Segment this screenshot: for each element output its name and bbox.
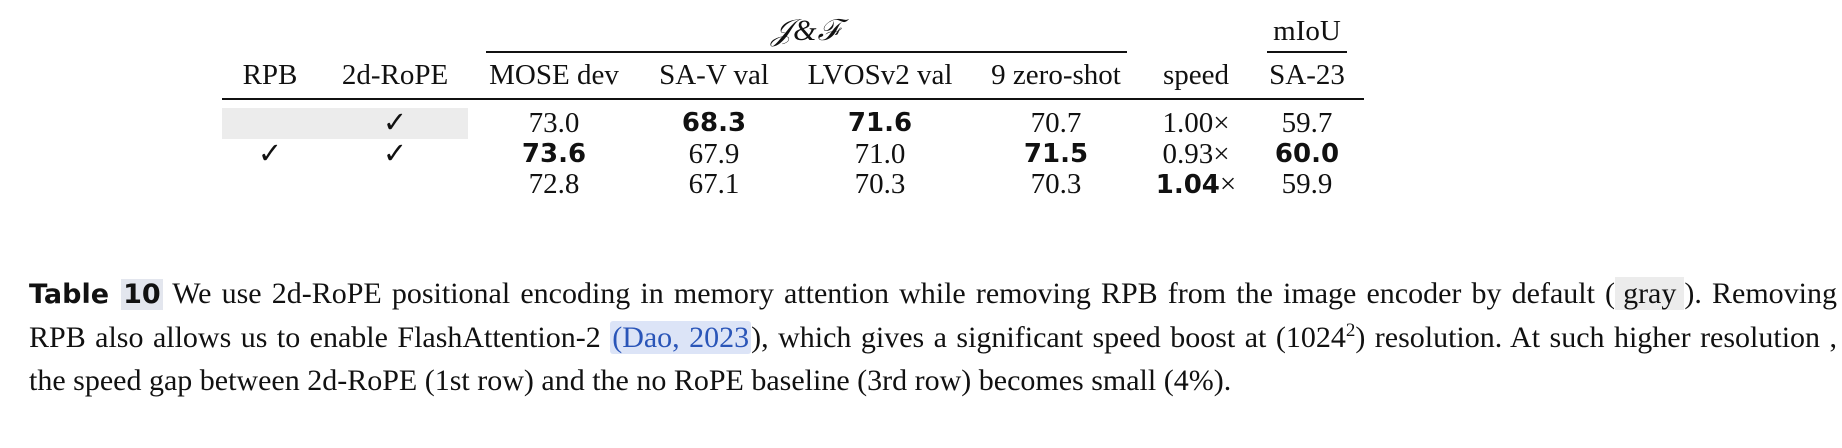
cell-sa-v-val: 67.1: [688, 168, 740, 200]
col-header-lvosv2-val: LVOSv2 val: [807, 59, 953, 91]
citation-open: (: [612, 321, 623, 354]
cell-mose-dev: 72.8: [528, 168, 580, 200]
group-rule-miou: [1267, 51, 1347, 53]
cell-rpb: ✓: [257, 138, 283, 170]
cell-2d-rope: ✓: [382, 138, 408, 170]
results-table: 𝒥&ℱ mIoU RPB 2d-RoPE MOSE dev SA-V val L…: [222, 14, 1364, 202]
cell-mose-dev: 73.0: [528, 107, 580, 139]
cell-mose-dev: 73.6: [521, 139, 587, 169]
speed-value: 1.04: [1155, 170, 1220, 200]
cell-lvosv2-val: 70.3: [854, 168, 906, 200]
citation-close: ): [751, 321, 762, 354]
group-rule-jf: [486, 51, 1127, 53]
caption-text-4: ) resolution. At such higher resolution …: [29, 321, 1838, 397]
caption-label-word: Table: [29, 279, 110, 310]
caption-text-2: ). Removing RPB also allows us to enable…: [29, 277, 1837, 354]
cell-lvosv2-val: 71.6: [847, 108, 913, 138]
col-header-9-zero-shot: 9 zero-shot: [991, 59, 1121, 91]
cell-2d-rope: ✓: [382, 107, 408, 139]
caption-superscript: 2: [1345, 320, 1356, 341]
col-header-sa-23: SA-23: [1269, 59, 1345, 91]
cell-sa-23: 59.9: [1281, 168, 1333, 200]
group-header-jf: 𝒥&ℱ: [771, 14, 841, 47]
cell-9-zero-shot: 70.7: [1030, 107, 1082, 139]
caption-label: Table 10: [29, 279, 163, 310]
col-header-2d-rope: 2d-RoPE: [341, 59, 449, 91]
cell-speed: 1.04×: [1156, 167, 1237, 202]
citation-link[interactable]: (Dao, 2023: [610, 321, 752, 354]
cell-lvosv2-val: 71.0: [854, 138, 906, 170]
caption-table-number: 10: [121, 279, 163, 310]
col-header-speed: speed: [1162, 59, 1230, 91]
caption-gray-swatch: gray: [1615, 277, 1685, 310]
default-row-highlight: [222, 108, 468, 139]
cell-sa-23: 60.0: [1274, 139, 1340, 169]
cell-9-zero-shot: 70.3: [1030, 168, 1082, 200]
col-header-rpb: RPB: [242, 59, 298, 91]
table-caption: Table 10 We use 2d-RoPE positional encod…: [29, 272, 1837, 402]
cell-9-zero-shot: 71.5: [1023, 139, 1089, 169]
cell-sa-23: 59.7: [1281, 107, 1333, 139]
cell-sa-v-val: 67.9: [688, 138, 740, 170]
col-header-sa-v-val: SA-V val: [659, 59, 769, 91]
speed-unit: ×: [1219, 168, 1237, 200]
col-header-mose-dev: MOSE dev: [489, 59, 619, 91]
cell-speed: 0.93×: [1162, 138, 1230, 170]
caption-text-1: We use 2d-RoPE positional encoding in me…: [172, 277, 1616, 310]
caption-text-3: , which gives a significant speed boost …: [761, 321, 1346, 354]
citation-text: Dao, 2023: [622, 321, 750, 354]
cell-sa-v-val: 68.3: [681, 108, 747, 138]
cell-speed: 1.00×: [1162, 107, 1230, 139]
group-header-miou: mIoU: [1273, 15, 1341, 47]
header-rule: [222, 98, 1364, 100]
